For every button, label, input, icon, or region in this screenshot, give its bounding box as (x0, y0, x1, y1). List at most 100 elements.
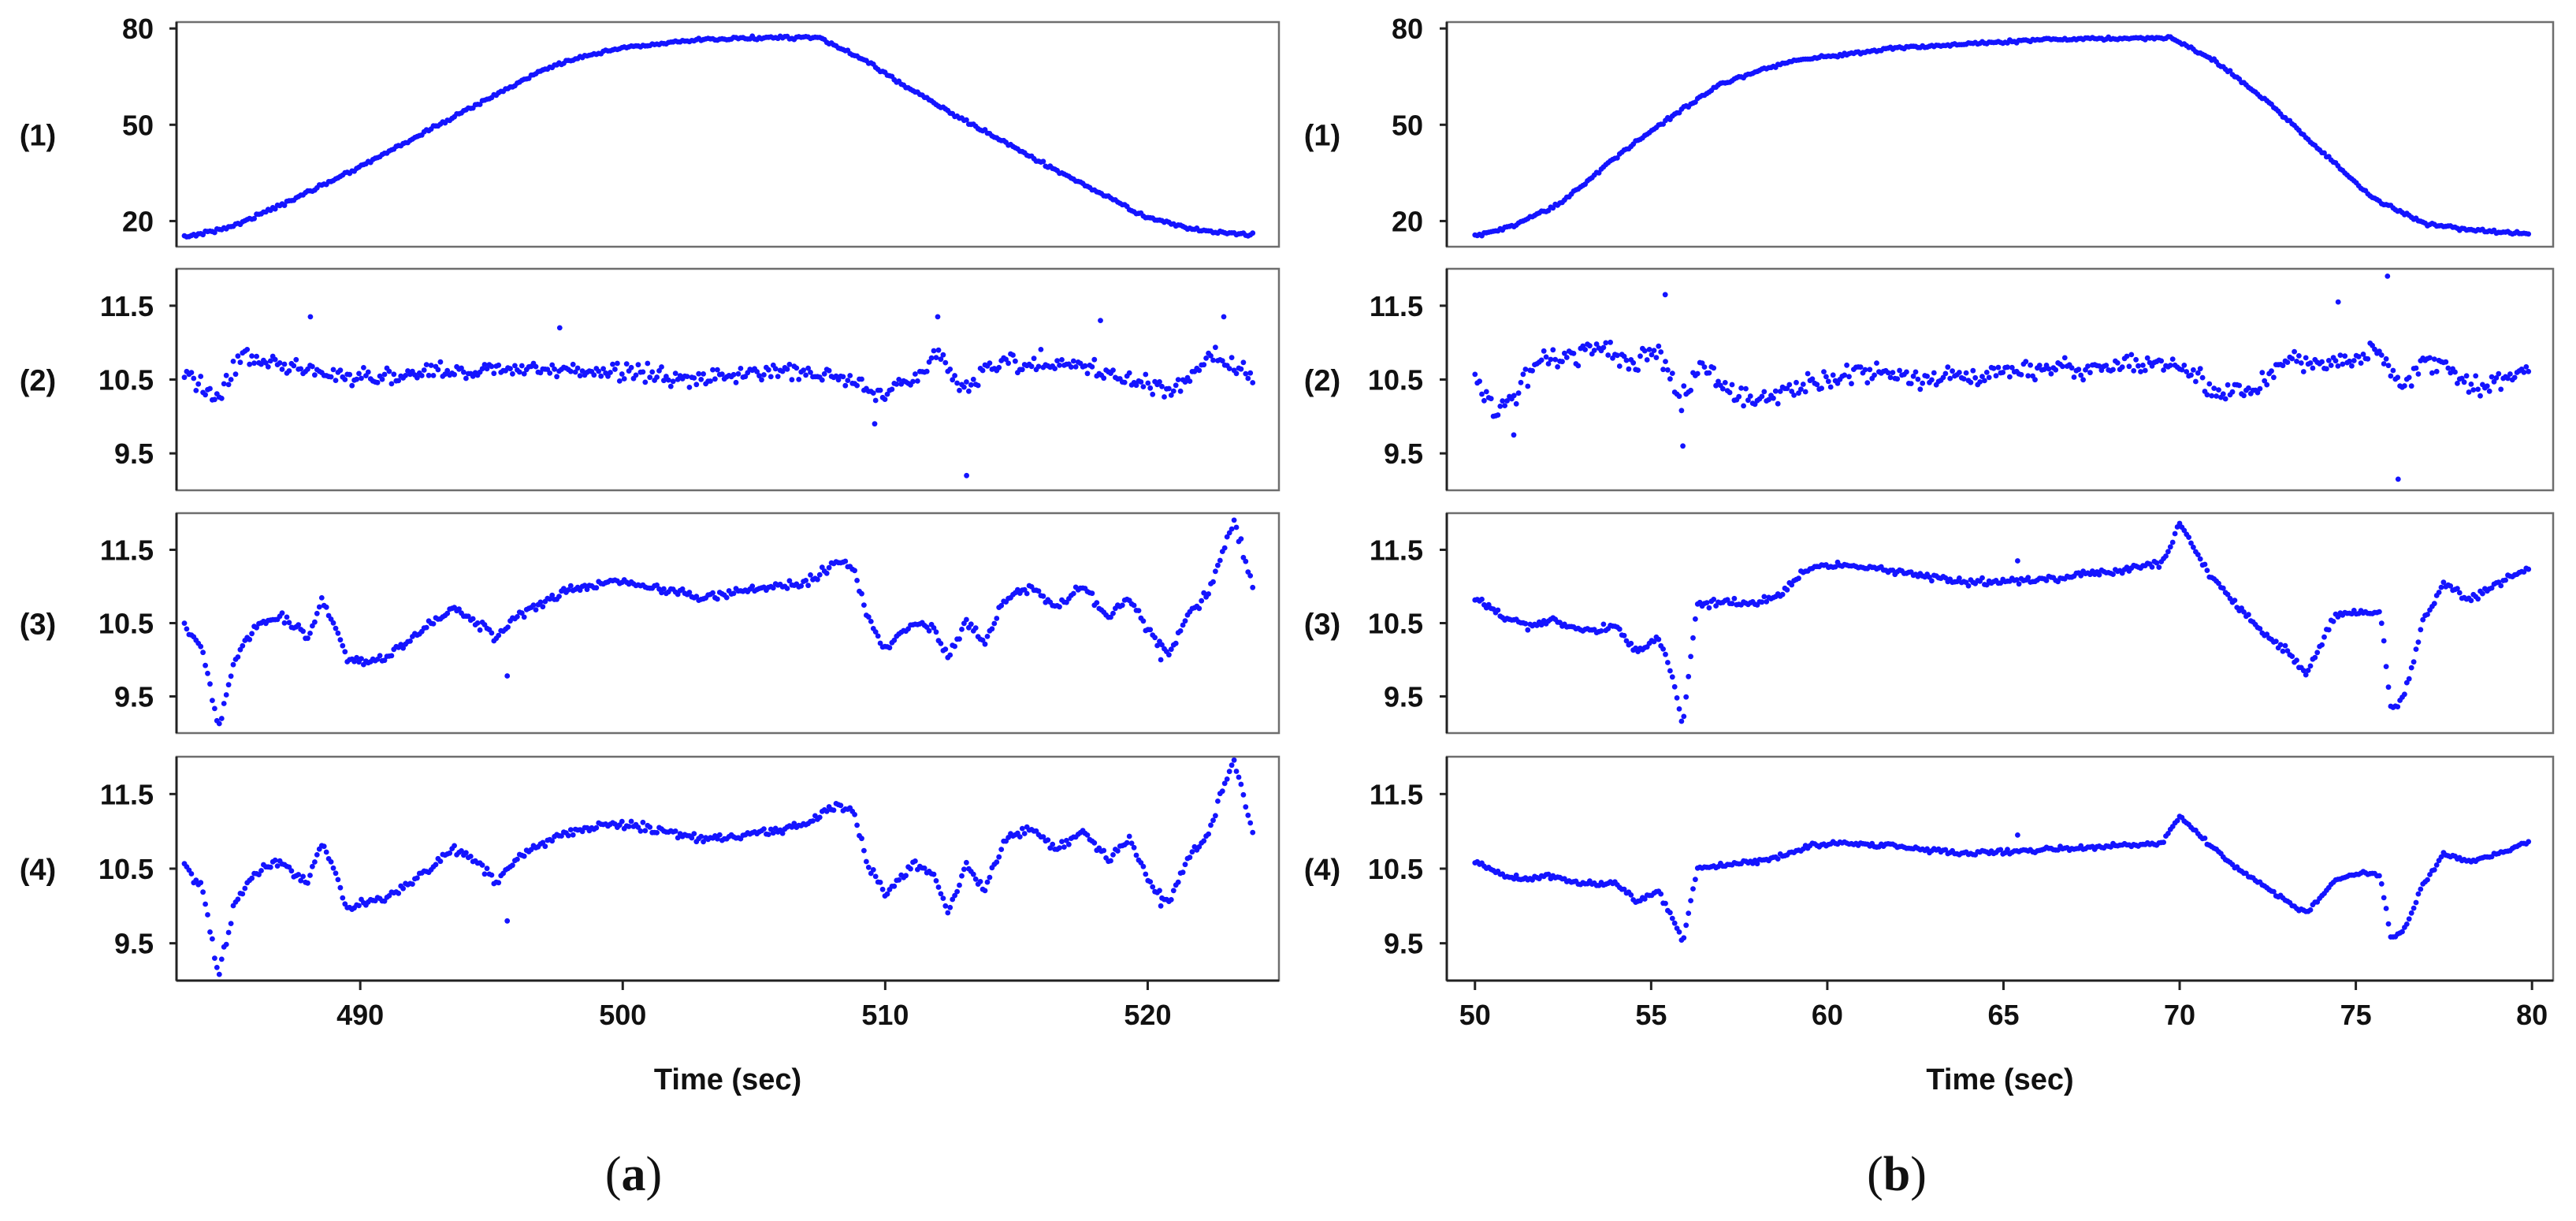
data-point (1587, 343, 1593, 349)
data-point (1068, 364, 1074, 370)
data-point (1616, 626, 1623, 632)
data-point (1170, 388, 1176, 394)
data-point (1775, 400, 1781, 407)
data-point (1070, 358, 1076, 364)
data-point (1064, 837, 1069, 843)
data-point (854, 822, 860, 828)
data-point (1947, 375, 1953, 382)
data-point (1147, 879, 1154, 884)
data-point (228, 377, 234, 382)
panel-label: (1) (20, 120, 56, 153)
data-point (2227, 68, 2233, 73)
data-point (2000, 370, 2006, 375)
data-point (2473, 373, 2479, 379)
data-point (1495, 412, 1501, 418)
data-point (377, 653, 383, 659)
data-point (2406, 916, 2412, 922)
data-point (2053, 367, 2059, 373)
data-point (2377, 873, 2382, 879)
data-point (1759, 599, 1765, 605)
data-point (2144, 355, 2150, 361)
data-point (1182, 379, 1188, 385)
data-point (1180, 622, 1186, 628)
data-point (300, 873, 306, 880)
data-point (2406, 374, 2412, 381)
data-point (661, 586, 667, 592)
data-point (2477, 393, 2483, 399)
y-tick-label: 11.5 (100, 534, 154, 567)
chart-a: 205080(1)9.510.511.5(2)9.510.511.5(3)9.5… (20, 13, 1281, 1096)
data-point (921, 865, 927, 871)
data-point (786, 578, 793, 584)
data-point (1226, 366, 1232, 371)
data-point (2028, 362, 2034, 368)
data-point (428, 363, 434, 368)
data-point (935, 884, 942, 890)
data-point (2507, 371, 2513, 377)
data-point (710, 590, 716, 596)
data-point (2470, 387, 2477, 393)
data-point (1226, 769, 1232, 775)
data-point (2408, 664, 2414, 671)
data-point (1669, 370, 1675, 376)
data-point (254, 353, 259, 359)
data-point (1158, 903, 1164, 909)
data-point (633, 372, 639, 378)
data-point (2069, 365, 2075, 371)
data-point (1502, 403, 1507, 408)
data-point (864, 858, 869, 865)
data-point (1759, 393, 1765, 400)
data-point (463, 375, 469, 382)
data-point (2225, 382, 2231, 388)
data-point (2096, 571, 2102, 578)
data-point (2229, 389, 2236, 395)
data-point (957, 636, 962, 642)
data-point (2161, 367, 2167, 373)
data-point (1713, 382, 1719, 389)
data-point (1187, 378, 1193, 384)
data-point (1250, 230, 1256, 236)
data-point (2511, 374, 2518, 381)
data-point (1213, 344, 1218, 351)
data-point (2381, 895, 2387, 901)
data-point (2431, 867, 2437, 873)
data-point (730, 590, 737, 597)
data-point (615, 360, 620, 367)
data-point (2325, 358, 2332, 363)
data-point (2211, 385, 2217, 391)
data-point (230, 359, 236, 364)
data-point (701, 839, 706, 845)
panel-label: (4) (1304, 854, 1340, 887)
data-point (2169, 356, 2176, 362)
data-point (656, 368, 662, 374)
data-point (968, 382, 974, 388)
data-point (608, 370, 613, 375)
data-point (470, 616, 476, 622)
data-point (2209, 393, 2215, 399)
data-point (964, 379, 969, 385)
data-point (2085, 363, 2091, 369)
data-point (1201, 590, 1207, 596)
data-point (2191, 544, 2196, 550)
data-point (1084, 370, 1091, 377)
data-point (2036, 363, 2043, 368)
data-point (998, 847, 1005, 852)
data-point (1052, 366, 1058, 371)
data-point (1201, 362, 1207, 368)
data-point (1940, 374, 1946, 381)
data-point (2427, 355, 2433, 361)
data-point (654, 582, 660, 588)
data-point (1680, 443, 1686, 449)
data-point (994, 859, 1000, 865)
data-point (691, 831, 697, 836)
data-point (1931, 370, 1937, 376)
data-point (2284, 359, 2291, 365)
data-point (2381, 361, 2387, 367)
data-point (957, 387, 962, 393)
data-point (2273, 638, 2279, 644)
data-point (915, 378, 920, 384)
data-point (244, 347, 251, 352)
data-point (1231, 517, 1237, 523)
data-point (593, 825, 600, 831)
data-points (181, 757, 1256, 977)
